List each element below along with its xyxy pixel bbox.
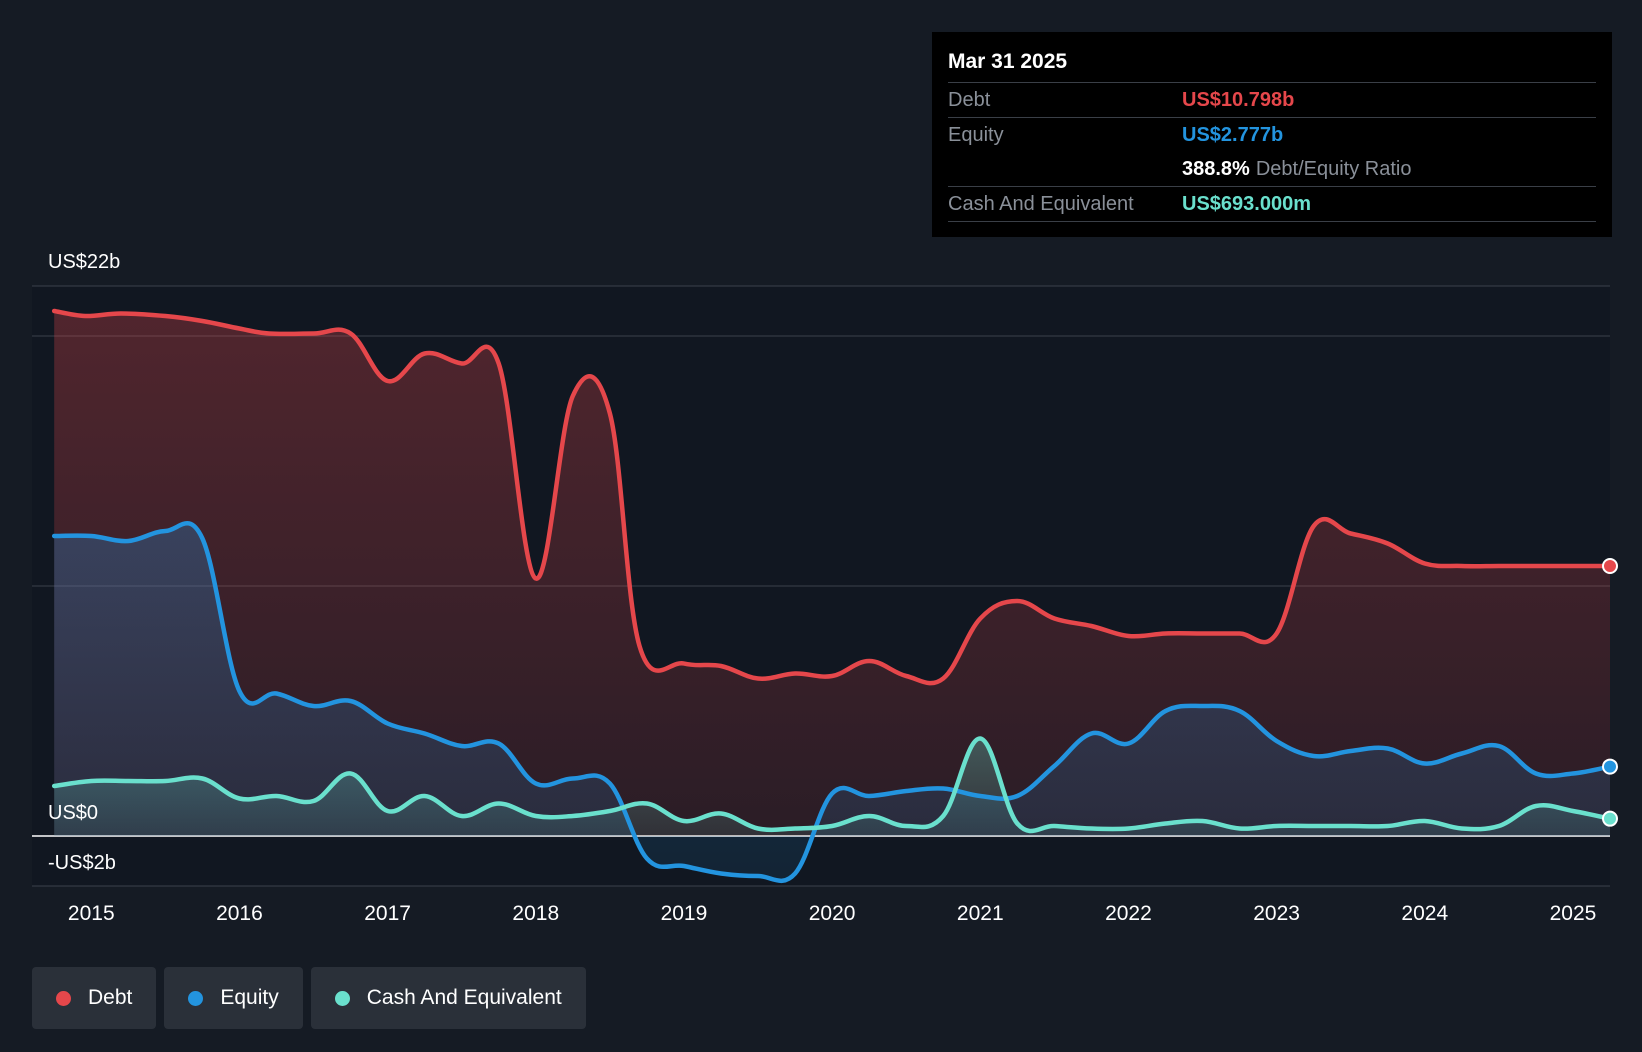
x-tick-label: 2025 bbox=[1550, 902, 1597, 925]
cash-dot-icon bbox=[334, 990, 350, 1006]
legend-item-debt[interactable]: Debt bbox=[32, 967, 157, 1029]
equity-area bbox=[54, 523, 1611, 881]
x-tick-label: 2018 bbox=[512, 902, 559, 925]
tooltip: Mar 31 2025 Debt US$10.798b Equity US$2.… bbox=[932, 32, 1612, 237]
x-tick-label: 2024 bbox=[1401, 902, 1448, 925]
y-tick-zero: US$0 bbox=[48, 802, 99, 824]
equity-endpoint bbox=[1602, 758, 1618, 775]
debt-endpoint bbox=[1602, 558, 1618, 574]
equity-dot-icon bbox=[188, 990, 204, 1006]
tooltip-cash-value: US$693.000m bbox=[1182, 193, 1311, 215]
legend-item-equity[interactable]: Equity bbox=[164, 967, 303, 1029]
tooltip-equity-row: Equity US$2.777b bbox=[948, 117, 1596, 152]
y-tick-bottom: -US$2b bbox=[48, 852, 116, 874]
tooltip-ratio-value: 388.8% bbox=[1182, 158, 1250, 180]
cash-line bbox=[51, 736, 1613, 834]
x-tick-label: 2015 bbox=[68, 902, 115, 925]
tooltip-debt-row: Debt US$10.798b bbox=[948, 82, 1596, 117]
cash-endpoint bbox=[1602, 810, 1618, 827]
tooltip-ratio-row: 388.8% Debt/Equity Ratio bbox=[948, 152, 1596, 186]
x-tick-label: 2017 bbox=[364, 902, 411, 925]
legend: Debt Equity Cash And Equivalent bbox=[32, 967, 586, 1029]
x-tick-labels: 2015 2016 2017 2018 2019 2020 2021 2022 2023 2024… bbox=[68, 902, 1596, 925]
y-tick-top: US$22b bbox=[48, 251, 121, 273]
series-endpoints bbox=[1602, 558, 1618, 827]
legend-label-equity: Equity bbox=[220, 986, 279, 1009]
x-tick-label: 2016 bbox=[216, 902, 263, 925]
tooltip-ratio-label: Debt/Equity Ratio bbox=[1255, 158, 1412, 180]
tooltip-equity-label: Equity bbox=[948, 124, 1004, 146]
debt-line bbox=[51, 308, 1613, 686]
x-tick-label: 2023 bbox=[1253, 902, 1300, 925]
tooltip-equity-value: US$2.777b bbox=[1182, 124, 1284, 146]
debt-dot-icon bbox=[56, 990, 71, 1006]
x-tick-label: 2021 bbox=[957, 902, 1004, 925]
legend-label-debt: Debt bbox=[88, 986, 133, 1009]
series-lines bbox=[51, 308, 1613, 884]
x-tick-label: 2022 bbox=[1105, 902, 1152, 925]
tooltip-cash-row: Cash And Equivalent US$693.000m bbox=[948, 186, 1596, 222]
x-tick-label: 2020 bbox=[809, 902, 856, 925]
tooltip-debt-label: Debt bbox=[948, 89, 991, 111]
cash-area bbox=[54, 738, 1611, 836]
tooltip-debt-value: US$10.798b bbox=[1182, 89, 1295, 111]
legend-item-cash[interactable]: Cash And Equivalent bbox=[310, 967, 586, 1029]
x-tick-label: 2019 bbox=[661, 902, 708, 925]
legend-label-cash: Cash And Equivalent bbox=[366, 986, 562, 1009]
tooltip-cash-label: Cash And Equivalent bbox=[948, 193, 1134, 215]
tooltip-date: Mar 31 2025 bbox=[948, 50, 1068, 73]
